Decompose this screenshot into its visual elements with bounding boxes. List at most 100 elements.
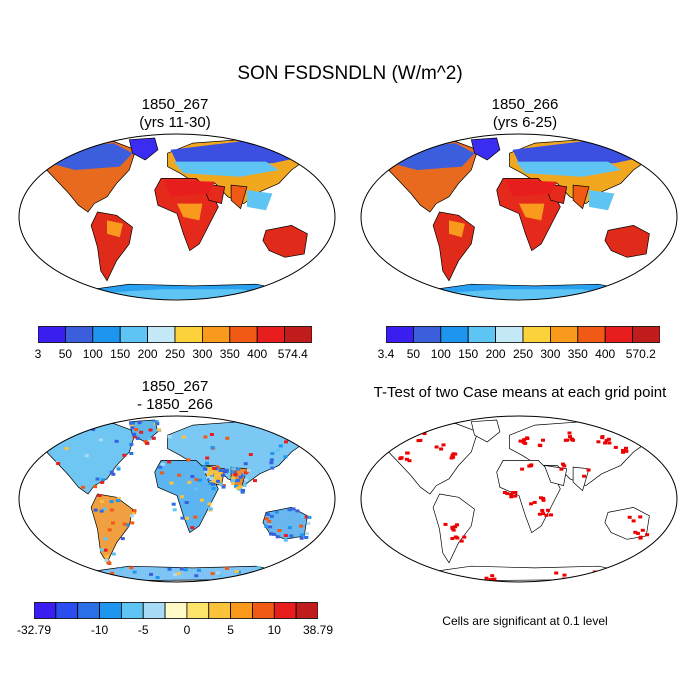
cb1-swatch xyxy=(256,326,285,343)
map-panel-3-cell xyxy=(129,452,134,455)
map-panel-3-cell xyxy=(194,478,199,481)
map-panel-3-cell xyxy=(211,487,216,491)
map-panel-3-cell xyxy=(244,478,249,482)
map-panel-3-cell xyxy=(109,500,114,504)
map-panel-4-border xyxy=(360,415,678,583)
map-panel-3-border xyxy=(18,415,336,583)
map-panel-4-sig-cell xyxy=(593,574,598,578)
map-panel-3-cell xyxy=(147,437,152,441)
map-panel-3-cell xyxy=(202,465,207,469)
cb1-tick-label: 350 xyxy=(219,347,240,361)
cb3-swatch xyxy=(295,602,318,619)
cb3-swatch xyxy=(77,602,100,619)
panel-1-title-line1: 1850_267 xyxy=(141,96,209,113)
map-panel-3-cell xyxy=(275,535,280,539)
map-panel-3-cell xyxy=(211,482,215,486)
panel-2-title-line2: (yrs 6-25) xyxy=(492,114,558,131)
cb1-tick-label: 3 xyxy=(34,347,42,361)
map-panel-3-cell xyxy=(283,538,288,542)
map-panel-4-sig-cell xyxy=(509,493,514,496)
map-panel-4-sig-cell xyxy=(462,535,467,539)
map-panel-3-cell xyxy=(208,482,213,486)
map-panel-4-sig-cell xyxy=(518,439,523,443)
cb3-tick-label: -32.79 xyxy=(16,623,52,637)
map-panel-3-cell xyxy=(167,460,172,464)
map-panel-4-sig-cell xyxy=(416,439,421,443)
map-panel-3-cell xyxy=(85,573,90,577)
map-panel-4-sig-cell xyxy=(455,523,459,527)
cb2-tick-label: 150 xyxy=(458,347,479,361)
map-panel-4-sig-cell xyxy=(502,491,507,494)
cb2-tick-label: 570.2 xyxy=(625,347,656,361)
map-panel-3-cell xyxy=(177,473,182,477)
map-panel-3-cell xyxy=(277,529,282,532)
map-panel-4-greenland xyxy=(470,419,501,443)
colorbar-3 xyxy=(34,602,318,619)
map-panel-3-cell xyxy=(247,468,251,472)
figure-title: SON FSDSNDLN (W/m^2) xyxy=(237,63,463,84)
map-panel-3-cell xyxy=(234,484,238,488)
map-panel-3-cell xyxy=(122,522,127,526)
map-panel-2-sahara xyxy=(506,180,558,197)
map-panel-3-cell xyxy=(84,454,89,458)
map-panel-4-sig-cell xyxy=(624,449,629,453)
map-panel-3-cell xyxy=(99,509,104,513)
map-panel-4-sig-cell xyxy=(562,464,567,468)
map-panel-3-cell xyxy=(203,467,208,471)
map-panel-3-cell xyxy=(116,499,121,503)
map-panel-3-cell xyxy=(197,568,201,572)
map-panel-4-sig-cell xyxy=(565,438,570,442)
map-panel-4-sig-cell xyxy=(607,441,612,445)
cb1-tick-label: 100 xyxy=(82,347,103,361)
map-panel-3-cell xyxy=(100,480,105,484)
map-panel-3 xyxy=(18,415,336,583)
map-panel-4-sig-cell xyxy=(570,437,574,441)
map-panel-4-sig-cell xyxy=(640,528,645,532)
map-panel-3-cell xyxy=(270,452,275,455)
map-panel-4-sig-cell xyxy=(606,437,611,441)
cb3-swatch xyxy=(273,602,297,619)
map-panel-2-southAmerica xyxy=(432,211,475,282)
map-panel-4-sig-cell xyxy=(597,573,602,577)
map-panel-3-cell xyxy=(221,485,226,489)
map-panel-3-cell xyxy=(243,462,248,466)
map-panel-3-cell xyxy=(91,428,96,431)
map-panel-1-border xyxy=(18,133,336,301)
cb1-tick-label: 300 xyxy=(192,347,213,361)
map-panel-3-cell xyxy=(91,424,96,428)
map-panel-3-cell xyxy=(269,514,274,518)
map-panel-3-cell xyxy=(130,514,134,518)
map-panel-3-cell xyxy=(206,476,211,479)
cb2-tick-label: 200 xyxy=(485,347,506,361)
map-panel-3-cell xyxy=(208,507,213,511)
map-panel-4-sig-cell xyxy=(604,573,609,577)
cb3-tick-label: -10 xyxy=(90,623,109,637)
map-panel-3-cell xyxy=(111,521,115,525)
map-panel-3-cell xyxy=(200,498,204,502)
map-panel-3-cell xyxy=(145,441,150,445)
map-panel-4-sig-cell xyxy=(405,451,410,455)
map-panel-3-cell xyxy=(99,500,104,503)
map-panel-3-cell xyxy=(179,495,184,499)
map-panel-4-sig-cell xyxy=(484,576,489,580)
map-panel-3-cell xyxy=(307,515,312,519)
map-panel-3-cell xyxy=(231,467,236,471)
map-panel-3-cell xyxy=(215,571,220,575)
map-panel-4-sig-cell xyxy=(399,456,404,460)
cb1-swatch xyxy=(201,326,231,343)
map-panel-4-sig-cell xyxy=(567,431,572,435)
map-panel-1-se-asia xyxy=(247,190,273,211)
map-panel-4-sig-cell xyxy=(451,452,456,456)
map-panel-3-cell xyxy=(224,468,229,472)
colorbar-1-labels: 3 50 100 150 200 250 300 350 400 574.4 xyxy=(34,347,312,363)
map-panel-4-sig-cell xyxy=(451,528,456,532)
map-panel-3-cell xyxy=(134,428,139,431)
map-panel-1-india xyxy=(230,184,248,210)
map-panel-4-sig-cell xyxy=(624,446,628,450)
map-panel-3-cell xyxy=(221,473,225,477)
map-panel-2-greenland xyxy=(470,137,501,161)
cb2-tick-label: 3.4 xyxy=(377,347,395,361)
colorbar-2 xyxy=(386,326,660,343)
map-panel-3-cell xyxy=(238,485,243,489)
cb2-tick-label: 400 xyxy=(595,347,616,361)
